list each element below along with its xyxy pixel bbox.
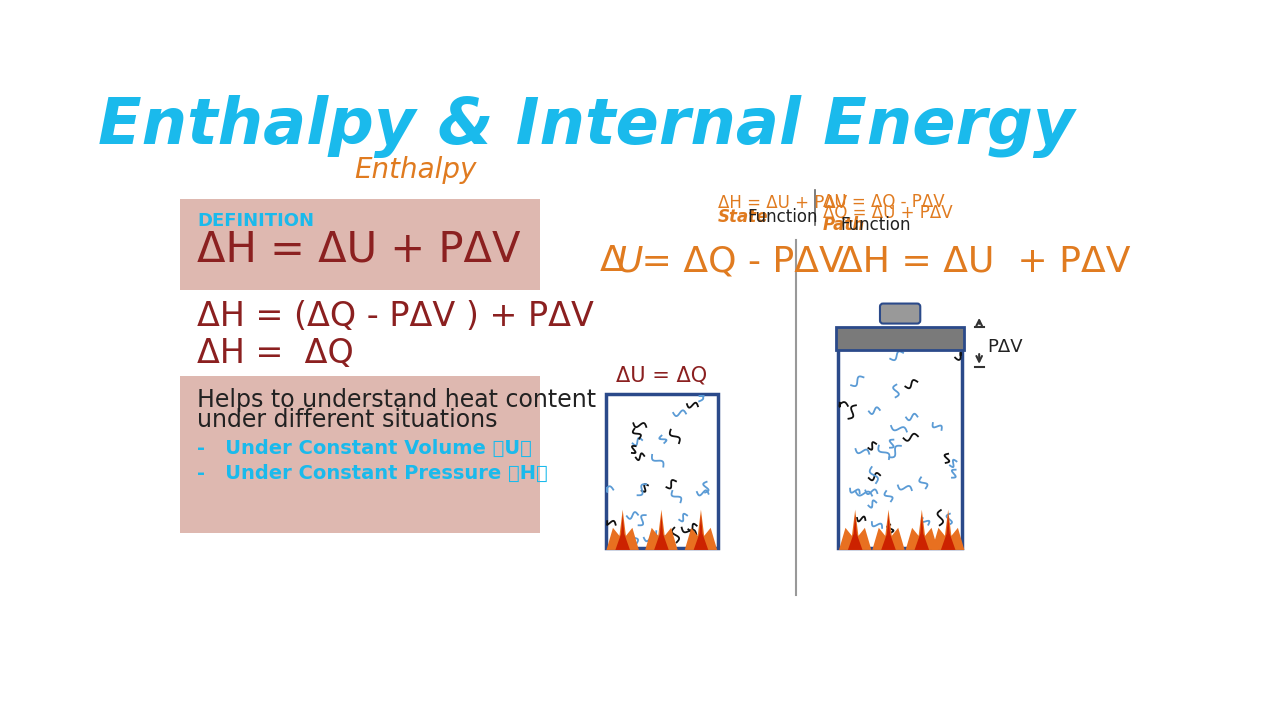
Polygon shape — [645, 510, 677, 550]
Text: ΔQ = ΔU + PΔV: ΔQ = ΔU + PΔV — [823, 204, 952, 222]
FancyBboxPatch shape — [879, 304, 920, 323]
Text: Enthalpy & Internal Energy: Enthalpy & Internal Energy — [99, 95, 1074, 158]
Polygon shape — [616, 515, 630, 550]
Polygon shape — [914, 515, 929, 550]
Text: Function: Function — [748, 208, 818, 226]
Text: Helps to understand heat content: Helps to understand heat content — [197, 388, 596, 413]
Text: ΔU = ΔQ - PΔV: ΔU = ΔQ - PΔV — [823, 193, 945, 211]
FancyBboxPatch shape — [180, 376, 540, 533]
Polygon shape — [685, 510, 717, 550]
Text: -   Under Constant Volume 〈U〉: - Under Constant Volume 〈U〉 — [197, 439, 532, 458]
Text: under different situations: under different situations — [197, 408, 498, 432]
Polygon shape — [906, 510, 938, 550]
Polygon shape — [932, 510, 964, 550]
Polygon shape — [872, 510, 905, 550]
Text: State: State — [718, 208, 768, 226]
Text: -   Under Constant Pressure 〈H〉: - Under Constant Pressure 〈H〉 — [197, 464, 548, 482]
Text: ΔU = ΔQ: ΔU = ΔQ — [616, 365, 708, 385]
Text: U: U — [617, 244, 644, 278]
Polygon shape — [838, 510, 872, 550]
Polygon shape — [694, 515, 708, 550]
Text: ΔH = ΔU + PΔV: ΔH = ΔU + PΔV — [718, 194, 847, 212]
Text: = ΔQ - PΔV: = ΔQ - PΔV — [630, 244, 844, 278]
Polygon shape — [654, 515, 668, 550]
FancyBboxPatch shape — [838, 341, 963, 549]
Text: Function: Function — [841, 216, 911, 234]
Polygon shape — [941, 515, 955, 550]
Text: ΔH = ΔU  + PΔV: ΔH = ΔU + PΔV — [838, 244, 1130, 278]
Text: Path: Path — [823, 216, 865, 234]
FancyBboxPatch shape — [836, 327, 964, 350]
Text: ΔH =  ΔQ: ΔH = ΔQ — [197, 337, 355, 369]
Text: PΔV: PΔV — [987, 338, 1023, 356]
FancyBboxPatch shape — [605, 395, 718, 549]
Polygon shape — [847, 515, 863, 550]
Polygon shape — [881, 515, 896, 550]
Text: Δ: Δ — [600, 244, 625, 278]
Text: DEFINITION: DEFINITION — [197, 212, 314, 230]
Text: Enthalpy: Enthalpy — [355, 156, 477, 184]
Text: ΔH = ΔU + PΔV: ΔH = ΔU + PΔV — [197, 229, 521, 271]
Polygon shape — [607, 510, 639, 550]
Text: ΔH = (ΔQ - PΔV ) + PΔV: ΔH = (ΔQ - PΔV ) + PΔV — [197, 300, 594, 333]
FancyBboxPatch shape — [180, 199, 540, 290]
